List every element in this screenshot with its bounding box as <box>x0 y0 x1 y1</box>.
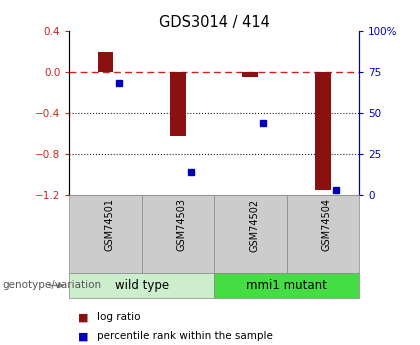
Bar <box>97 51 113 72</box>
Text: GSM74504: GSM74504 <box>321 198 331 252</box>
Text: wild type: wild type <box>115 279 169 292</box>
Text: mmi1 mutant: mmi1 mutant <box>246 279 327 292</box>
Text: ■: ■ <box>78 313 88 322</box>
Text: GSM74502: GSM74502 <box>249 198 259 252</box>
Title: GDS3014 / 414: GDS3014 / 414 <box>159 15 270 30</box>
Text: log ratio: log ratio <box>97 313 140 322</box>
Bar <box>242 72 258 77</box>
Text: GSM74501: GSM74501 <box>104 198 114 252</box>
Text: percentile rank within the sample: percentile rank within the sample <box>97 332 273 341</box>
Text: GSM74503: GSM74503 <box>176 198 186 252</box>
Bar <box>170 72 186 136</box>
Text: genotype/variation: genotype/variation <box>2 280 101 290</box>
Text: ■: ■ <box>78 332 88 341</box>
Bar <box>315 72 331 190</box>
